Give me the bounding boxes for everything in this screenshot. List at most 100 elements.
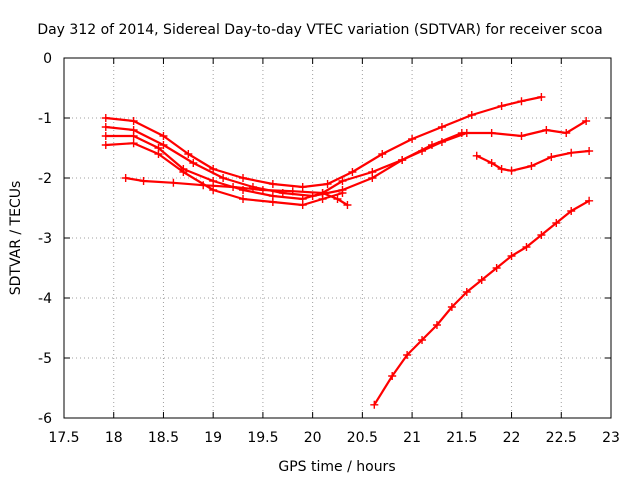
data-point-marker [517,132,526,140]
series-track-7 [370,196,594,409]
data-point-marker [101,132,110,140]
x-tick-label: 19.5 [247,430,278,446]
data-point-marker [129,117,138,125]
x-tick-label: 20 [304,430,322,446]
data-point-marker [370,400,379,409]
y-tick-label: -5 [38,351,52,367]
data-point-marker [527,162,536,170]
data-point-marker [209,186,218,194]
y-tick-label: -2 [38,171,52,187]
data-point-marker [537,93,546,101]
data-point-marker [547,153,556,161]
data-point-marker [318,189,327,197]
data-point-marker [378,150,387,158]
data-point-marker [258,186,267,194]
x-tick-label: 18 [105,430,123,446]
data-point-marker [184,150,193,158]
data-point-marker [585,147,594,155]
x-tick-label: 17.5 [48,430,79,446]
data-point-marker [432,321,441,329]
data-point-marker [209,165,218,173]
y-tick-label: -4 [38,291,52,307]
x-tick-label: 21 [403,430,421,446]
data-point-marker [159,132,168,140]
data-point-marker [472,151,481,160]
data-point-marker [288,187,297,196]
data-point-marker [101,123,110,131]
data-point-marker [101,114,110,122]
data-point-marker [497,165,506,173]
data-point-marker [189,159,198,167]
data-point-marker [567,207,576,215]
data-point-marker [517,97,526,106]
data-point-marker [437,123,446,131]
data-point-marker [477,276,486,284]
data-point-marker [437,138,446,146]
data-point-marker [298,201,307,209]
data-point-marker [408,135,417,143]
grid [64,58,611,418]
y-axis-label: SDTVAR / TECUs [8,181,24,296]
data-point-marker [323,180,332,188]
data-point-marker [552,219,561,227]
data-point-marker [388,372,397,380]
data-point-marker [199,181,208,190]
data-point-marker [219,174,228,182]
data-point-marker [129,139,138,148]
data-point-marker [209,177,218,185]
x-axis-label: GPS time / hours [278,459,395,475]
data-series [101,93,594,409]
series-track-1 [101,93,546,191]
data-point-marker [229,183,238,191]
data-point-marker [418,147,427,155]
series-line [104,119,588,198]
data-point-marker [159,141,168,149]
series-track-2 [101,117,591,200]
data-point-marker [239,195,248,203]
data-point-marker [537,231,546,239]
y-tick-label: -1 [38,111,52,127]
data-point-marker [522,243,531,251]
data-point-marker [497,102,506,110]
data-point-marker [582,117,591,125]
data-point-marker [101,141,110,149]
data-point-marker [585,196,594,205]
data-point-marker [129,132,138,140]
x-tick-label: 20.5 [347,430,378,446]
x-tick-label: 22 [503,430,521,446]
data-point-marker [333,195,342,203]
axis-ticks: 17.5 18 18.5 19 19.5 20 20.5 21 21.5 22 22.5 23 0 -1 -… [38,51,620,446]
x-tick-label: 18.5 [148,430,179,446]
x-tick-label: 19 [204,430,222,446]
data-point-marker [343,201,352,209]
series-track-6 [472,147,594,175]
data-point-marker [507,166,516,175]
data-point-marker [487,129,496,137]
data-point-marker [268,198,277,206]
data-point-marker [403,351,412,359]
data-point-marker [154,150,163,158]
data-point-marker [338,177,347,185]
series-line [475,149,591,172]
data-point-marker [268,180,277,188]
data-point-marker [368,168,377,176]
data-point-marker [169,178,178,187]
data-point-marker [462,288,471,296]
data-point-marker [447,303,456,311]
series-line [124,176,349,207]
x-tick-label: 23 [602,430,620,446]
y-tick-label: 0 [43,51,52,67]
series-track-5 [121,174,352,209]
series-track-4 [101,139,347,209]
data-point-marker [487,159,496,167]
data-point-marker [179,168,188,176]
series-line [104,142,344,207]
data-point-marker [542,126,551,134]
x-tick-label: 22.5 [546,430,577,446]
data-point-marker [567,148,576,157]
y-tick-label: -6 [38,411,52,427]
data-point-marker [492,264,501,272]
data-point-marker [462,129,471,137]
series-line [104,95,543,189]
